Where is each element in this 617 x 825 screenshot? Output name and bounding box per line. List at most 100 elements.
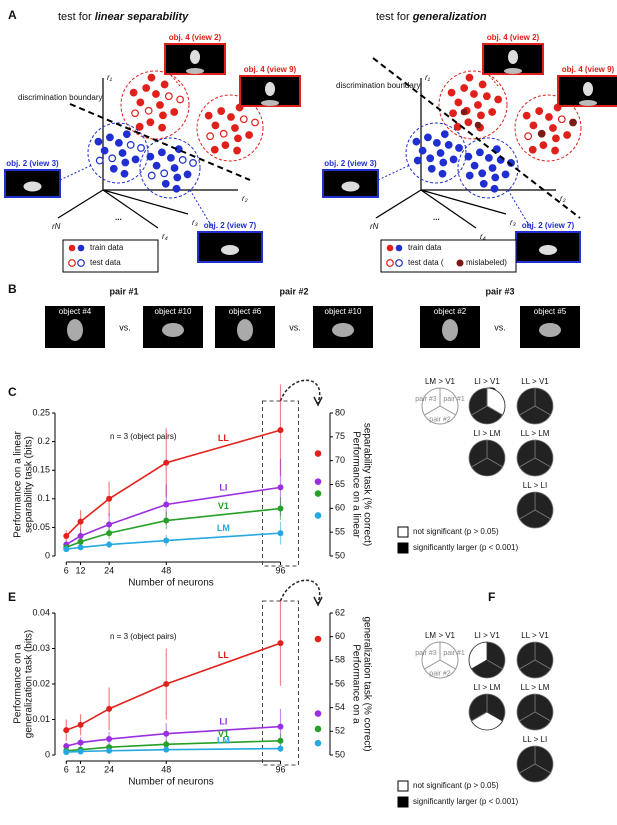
axis-label: rN (370, 222, 379, 231)
data-dot (152, 161, 161, 170)
series-line (66, 725, 281, 747)
series-label: LL (218, 433, 229, 443)
data-dot (158, 123, 167, 132)
data-point (163, 459, 170, 466)
data-dot (464, 118, 473, 127)
axis-arrow (375, 189, 422, 219)
data-point (163, 501, 170, 508)
pair-title: pair #2 (279, 286, 308, 296)
legend-dot (386, 259, 394, 267)
axis-label: r₂ (560, 194, 566, 203)
data-dot (455, 144, 463, 152)
data-dot (204, 111, 213, 120)
data-dot (424, 133, 432, 142)
object-label: obj. 2 (view 3) (324, 159, 377, 168)
data-dot (108, 154, 117, 163)
pie-sector (518, 659, 552, 679)
percent-point (314, 635, 322, 643)
axis-label: rN (52, 222, 61, 231)
data-dot (219, 129, 228, 138)
data-dot (551, 146, 559, 155)
key-title: LM > V1 (425, 377, 456, 386)
data-dot (147, 171, 156, 180)
data-point (163, 741, 170, 748)
data-dot (95, 156, 104, 165)
data-dot (412, 137, 421, 146)
y-tick-label: 0 (45, 749, 50, 759)
comparison-title: LI > LM (474, 683, 501, 692)
data-dot (528, 145, 537, 154)
data-dot (156, 101, 164, 109)
data-dot (488, 108, 497, 116)
data-dot (136, 98, 145, 107)
series-label: LI (219, 482, 227, 492)
data-dot (432, 138, 441, 147)
data-dot (453, 122, 462, 131)
data-dot (501, 170, 510, 179)
data-dot (137, 144, 145, 152)
link (487, 73, 499, 87)
object-shape (508, 50, 518, 64)
panel-letter: B (8, 282, 17, 296)
vs-label: vs. (119, 322, 131, 332)
comparison-title: LL > LM (521, 429, 550, 438)
legend-swatch (397, 796, 409, 808)
y2-axis-label: separability task (% correct) (361, 423, 372, 546)
key-sector (421, 641, 441, 670)
data-dot (109, 164, 118, 173)
comparison-title: LL > LI (523, 735, 547, 744)
data-dot (120, 169, 129, 178)
data-dot (482, 92, 491, 101)
vs-label: vs. (494, 322, 506, 332)
key-sector (423, 405, 457, 425)
axis-arrow (102, 189, 189, 215)
pie-sector (516, 387, 536, 416)
legend-dot (77, 259, 85, 267)
y2-axis-label: generalization task (% correct) (361, 616, 372, 751)
data-dot (522, 111, 531, 120)
object-shape (332, 323, 354, 337)
pie-sector (518, 711, 552, 731)
data-dot (447, 88, 456, 97)
link (169, 73, 181, 87)
panel-title: test for linear separability (58, 11, 189, 23)
percent-point (314, 739, 322, 747)
object-shape (23, 181, 42, 192)
data-dot (436, 149, 445, 157)
data-dot (126, 141, 135, 149)
data-point (106, 521, 113, 528)
pie-sector (518, 457, 552, 477)
data-dot (470, 161, 479, 170)
y-axis-label: generalization task (bits) (24, 630, 35, 738)
comparison-title: LI > V1 (474, 631, 500, 640)
object-shape (442, 319, 458, 341)
data-dot (100, 146, 109, 155)
data-dot (535, 107, 544, 115)
legend-dot (456, 259, 464, 267)
comparison-title: LL > V1 (521, 631, 549, 640)
series-label: V1 (218, 729, 229, 739)
data-dot (144, 106, 153, 115)
y2-tick-label: 54 (335, 702, 345, 712)
data-dot (557, 115, 566, 124)
data-point (163, 517, 170, 524)
legend-text: significantly larger (p < 0.001) (413, 543, 519, 552)
data-point (277, 484, 284, 491)
x-tick-label: 48 (161, 764, 171, 774)
data-point (77, 739, 84, 746)
y-axis-label: separability task (bits) (24, 436, 35, 533)
percent-point (314, 710, 322, 717)
data-dot (427, 164, 436, 173)
data-dot (231, 124, 239, 132)
object-shape (583, 82, 593, 96)
data-dot (569, 118, 577, 127)
series-label: LM (217, 523, 230, 533)
y2-tick-label: 60 (335, 631, 345, 641)
y-tick-label: 0.03 (32, 643, 50, 653)
x-tick-label: 12 (76, 764, 86, 774)
data-point (77, 538, 84, 545)
data-dot (173, 173, 182, 182)
key-pair-label: pair #2 (429, 670, 451, 677)
cluster-outline (120, 70, 190, 140)
legend-text: test data (90, 258, 121, 267)
